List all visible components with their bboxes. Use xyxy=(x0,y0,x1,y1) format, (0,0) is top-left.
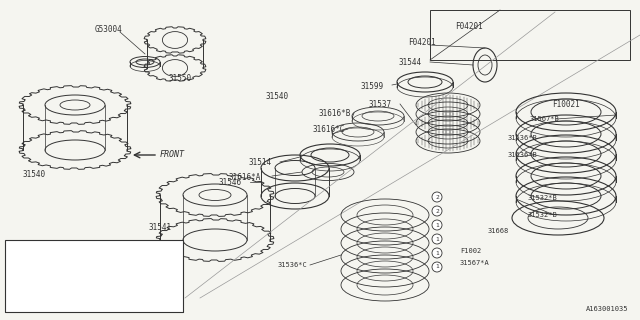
Text: 31616*B: 31616*B xyxy=(318,109,350,118)
Circle shape xyxy=(432,248,442,258)
Bar xyxy=(5,240,183,312)
Text: F1002: F1002 xyxy=(460,248,481,254)
Text: G53004: G53004 xyxy=(95,25,123,34)
Circle shape xyxy=(432,192,442,202)
Text: 31532*B: 31532*B xyxy=(528,212,557,218)
Text: 1: 1 xyxy=(435,236,439,242)
Text: 2: 2 xyxy=(435,195,439,199)
Text: A163001035: A163001035 xyxy=(586,306,628,312)
Text: 31536*A: 31536*A xyxy=(122,246,152,252)
Text: 4PCS: 4PCS xyxy=(63,262,81,271)
Text: 1: 1 xyxy=(435,251,439,255)
Bar xyxy=(5,240,183,312)
Text: 31532*B: 31532*B xyxy=(528,195,557,201)
Text: 31537: 31537 xyxy=(368,100,391,109)
Circle shape xyxy=(432,262,442,272)
Text: 31567*B: 31567*B xyxy=(530,116,560,122)
Text: 31616*A: 31616*A xyxy=(228,173,260,182)
Text: FRONT: FRONT xyxy=(160,150,185,159)
Text: 2: 2 xyxy=(114,246,118,252)
Text: 31536*B: 31536*B xyxy=(508,152,538,158)
Text: 3PCS: 3PCS xyxy=(137,281,156,290)
Circle shape xyxy=(111,244,120,253)
Text: 4PCS: 4PCS xyxy=(63,281,81,290)
Text: 31536*C: 31536*C xyxy=(278,262,308,268)
Circle shape xyxy=(38,244,47,253)
Text: 31540: 31540 xyxy=(22,170,45,179)
Text: 2: 2 xyxy=(435,209,439,213)
Text: 253: 253 xyxy=(13,281,27,290)
Text: 31616*C: 31616*C xyxy=(312,125,344,134)
Text: 31550: 31550 xyxy=(168,74,191,83)
Text: F04201: F04201 xyxy=(455,22,483,31)
Text: F10021: F10021 xyxy=(552,100,580,109)
Text: 31514: 31514 xyxy=(248,158,271,167)
Text: 31544: 31544 xyxy=(398,58,421,67)
Text: 4PCS: 4PCS xyxy=(137,299,156,308)
Text: 31536*B: 31536*B xyxy=(508,135,538,141)
Text: 31546: 31546 xyxy=(218,178,241,187)
Text: 1: 1 xyxy=(435,222,439,228)
Circle shape xyxy=(432,206,442,216)
Text: 31567*A: 31567*A xyxy=(460,260,490,266)
Text: F04201: F04201 xyxy=(408,38,436,47)
Text: 31668: 31668 xyxy=(488,228,509,234)
Text: 31532*A: 31532*A xyxy=(48,246,77,252)
Text: 1: 1 xyxy=(435,265,439,269)
Text: 31541: 31541 xyxy=(148,223,171,232)
Text: 255: 255 xyxy=(13,299,27,308)
Text: 251: 251 xyxy=(13,262,27,271)
Circle shape xyxy=(432,220,442,230)
Circle shape xyxy=(432,234,442,244)
Bar xyxy=(430,10,630,60)
Text: 31540: 31540 xyxy=(265,92,288,101)
Text: 1: 1 xyxy=(40,246,44,252)
Text: 5PCS: 5PCS xyxy=(63,299,81,308)
Text: 31599: 31599 xyxy=(360,82,383,91)
Text: 3PCS: 3PCS xyxy=(137,262,156,271)
